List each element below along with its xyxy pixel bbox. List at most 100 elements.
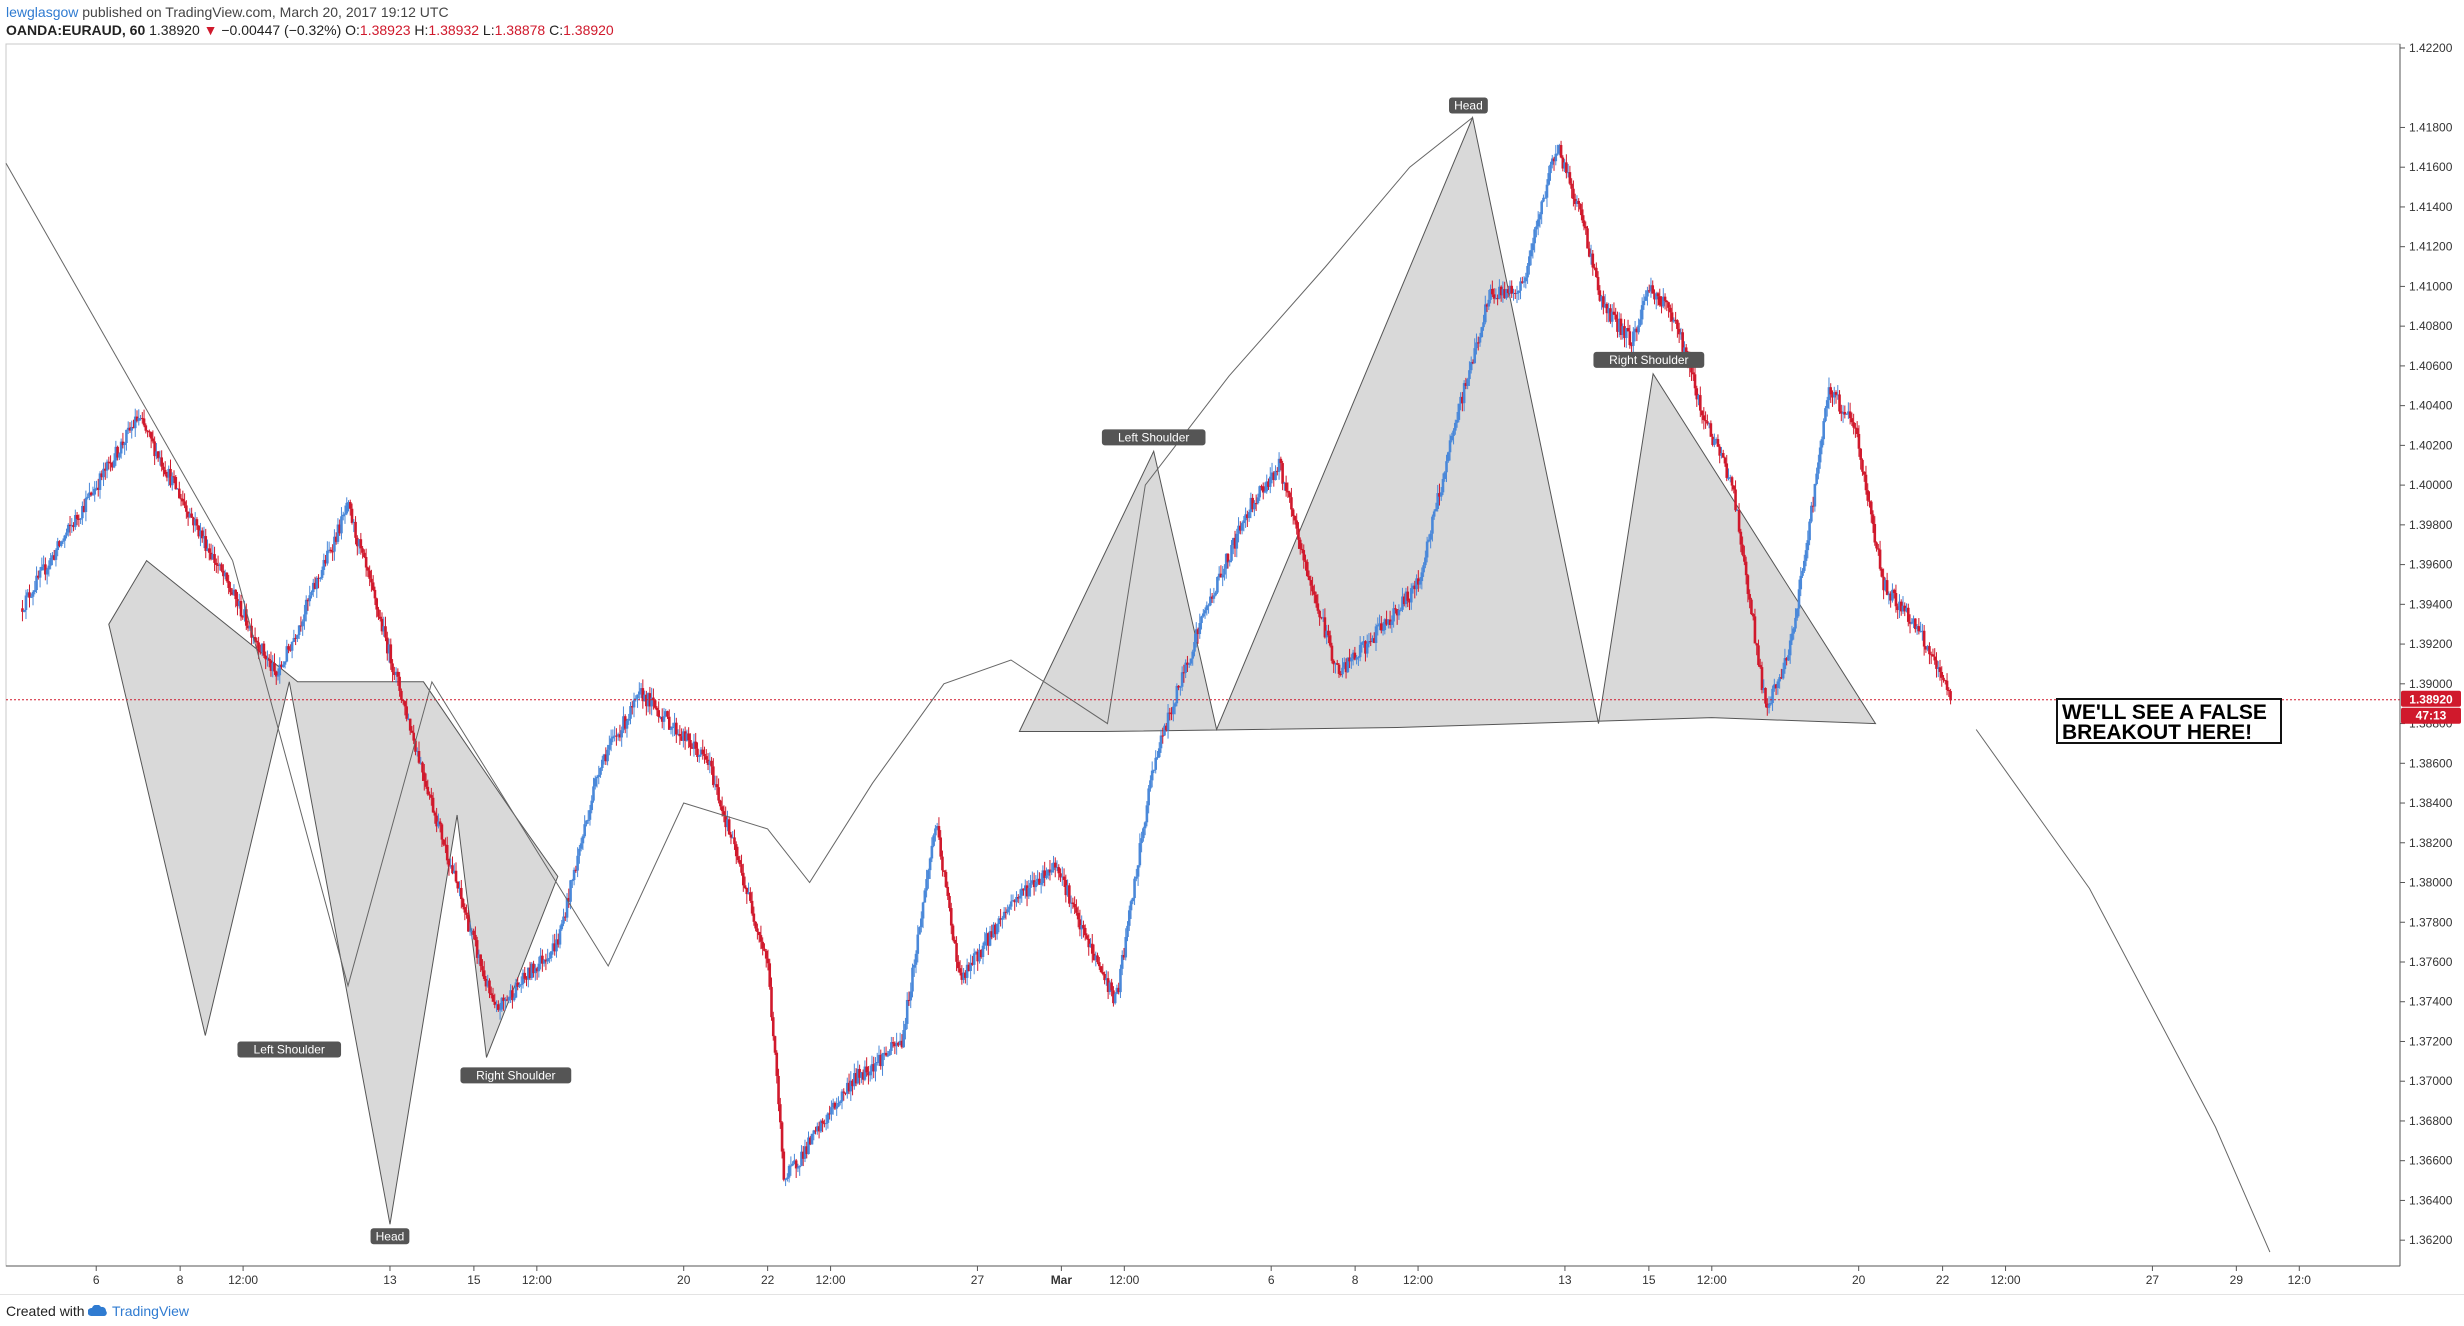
candle-body (1364, 641, 1367, 654)
candle-body (37, 575, 40, 578)
candle-body (460, 887, 463, 899)
candle-body (234, 589, 238, 600)
x-tick-label: 13 (383, 1273, 397, 1287)
candle-body (1811, 505, 1815, 507)
candle-body (169, 468, 172, 486)
candle-body (486, 980, 490, 987)
y-tick-label: 1.36800 (2409, 1114, 2453, 1128)
candle-body (1515, 292, 1519, 294)
candle-body (1290, 497, 1293, 510)
candle-body (925, 879, 928, 891)
candle-body (507, 997, 511, 1001)
candle-body (422, 772, 426, 781)
candle-body (470, 930, 474, 932)
candle-body (1346, 657, 1350, 673)
candle-body (319, 577, 322, 579)
candle-body (273, 663, 276, 672)
candle-body (1677, 328, 1681, 335)
candle-body (646, 693, 650, 707)
candle-body (216, 564, 220, 566)
candle-body (1409, 588, 1413, 603)
time-axis[interactable] (6, 1266, 2400, 1294)
candle-body (236, 599, 239, 607)
candle-body (1623, 326, 1626, 338)
tradingview-logo[interactable]: TradingView (88, 1303, 189, 1319)
candle-body (181, 498, 185, 502)
candle-body (528, 967, 532, 978)
candle-body (745, 887, 749, 895)
candle-body (1115, 987, 1119, 994)
candle-body (1098, 962, 1101, 967)
candle-body (1404, 591, 1408, 605)
candle-body (179, 498, 183, 500)
candle-body (1716, 439, 1720, 447)
candle-body (1119, 968, 1122, 993)
candle-body (400, 690, 403, 701)
candle-body (1764, 687, 1767, 704)
x-tick-label: 20 (677, 1273, 691, 1287)
candle-body (810, 1133, 814, 1145)
x-tick-label: 27 (971, 1273, 985, 1287)
candle-body (595, 776, 599, 779)
candle-body (770, 986, 773, 1018)
candle-body (875, 1061, 879, 1064)
candle-body (1836, 394, 1840, 396)
y-tick-label: 1.41800 (2409, 120, 2453, 134)
candle-body (726, 819, 729, 828)
candle-body (1034, 881, 1038, 888)
candle-body (1267, 481, 1270, 487)
candle-body (923, 890, 927, 903)
candle-body (310, 592, 313, 596)
candle-body (821, 1120, 824, 1124)
candle-body (1013, 900, 1017, 903)
candle-body (227, 581, 230, 588)
candle-body (49, 558, 52, 566)
candle-body (257, 642, 260, 652)
candle-body (972, 953, 976, 965)
candle-body (1305, 561, 1309, 576)
y-tick-label: 1.36200 (2409, 1233, 2453, 1247)
candle-body (1166, 712, 1170, 731)
candle-body (1878, 549, 1882, 569)
candle-body (1383, 619, 1387, 631)
candle-body (1311, 585, 1314, 592)
candle-body (1142, 828, 1145, 839)
candle-body (1420, 572, 1424, 582)
candle-body (1725, 463, 1729, 478)
candle-body (199, 530, 202, 537)
candle-body (867, 1072, 870, 1076)
candle-body (992, 924, 995, 938)
candle-body (1172, 706, 1175, 715)
candle-body (1043, 870, 1046, 878)
candle-body (971, 962, 974, 965)
candle-body (616, 734, 620, 736)
candle-body (482, 970, 486, 979)
candle-body (1633, 328, 1637, 332)
candle-body (833, 1102, 837, 1109)
candle-body (1739, 531, 1743, 545)
candle-body (715, 784, 719, 788)
footer: Created with TradingView (0, 1294, 2464, 1326)
price-axis[interactable] (2400, 44, 2464, 1266)
candle-body (546, 958, 549, 962)
candle-body (1032, 880, 1036, 888)
author-link[interactable]: lewglasgow (6, 4, 79, 20)
candle-body (244, 609, 248, 626)
candle-body (877, 1054, 881, 1062)
candle-body (246, 625, 250, 629)
candle-body (1924, 646, 1928, 650)
candle-body (752, 913, 756, 922)
candle-body (1031, 880, 1034, 884)
candle-body (82, 505, 86, 512)
x-tick-label: 22 (761, 1273, 775, 1287)
candle-body (267, 659, 271, 661)
candle-body (1767, 704, 1771, 708)
candle-body (1090, 943, 1094, 954)
candle-body (1877, 548, 1880, 550)
candle-body (1600, 296, 1603, 301)
candle-body (331, 551, 334, 553)
candle-body (426, 786, 430, 795)
down-arrow-icon: ▼ (203, 22, 218, 38)
candle-body (1663, 296, 1667, 301)
